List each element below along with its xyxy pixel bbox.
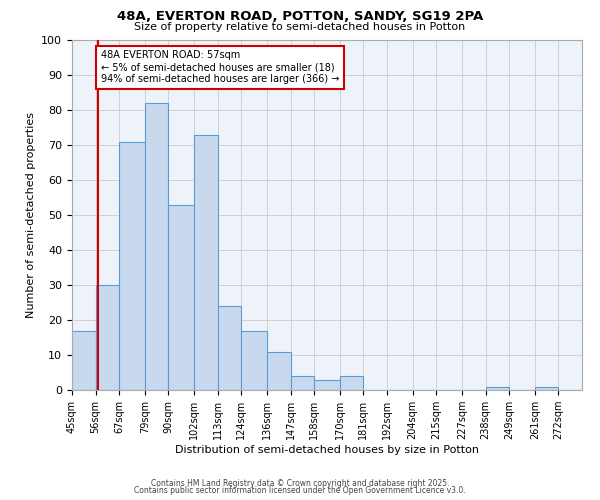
Text: Contains public sector information licensed under the Open Government Licence v3: Contains public sector information licen…: [134, 486, 466, 495]
Bar: [314, 380, 340, 390]
Text: Size of property relative to semi-detached houses in Potton: Size of property relative to semi-detach…: [134, 22, 466, 32]
Bar: [72, 330, 95, 390]
Y-axis label: Number of semi-detached properties: Number of semi-detached properties: [26, 112, 36, 318]
Text: Contains HM Land Registry data © Crown copyright and database right 2025.: Contains HM Land Registry data © Crown c…: [151, 478, 449, 488]
Bar: [145, 103, 169, 390]
X-axis label: Distribution of semi-detached houses by size in Potton: Distribution of semi-detached houses by …: [175, 445, 479, 455]
Bar: [95, 285, 119, 390]
Bar: [218, 306, 241, 390]
Bar: [535, 386, 559, 390]
Text: 48A EVERTON ROAD: 57sqm
← 5% of semi-detached houses are smaller (18)
94% of sem: 48A EVERTON ROAD: 57sqm ← 5% of semi-det…: [101, 50, 340, 84]
Text: 48A, EVERTON ROAD, POTTON, SANDY, SG19 2PA: 48A, EVERTON ROAD, POTTON, SANDY, SG19 2…: [117, 10, 483, 23]
Bar: [241, 330, 267, 390]
Bar: [340, 376, 364, 390]
Bar: [267, 352, 290, 390]
Bar: [169, 204, 194, 390]
Bar: [194, 134, 218, 390]
Bar: [119, 142, 145, 390]
Bar: [290, 376, 314, 390]
Bar: [485, 386, 509, 390]
